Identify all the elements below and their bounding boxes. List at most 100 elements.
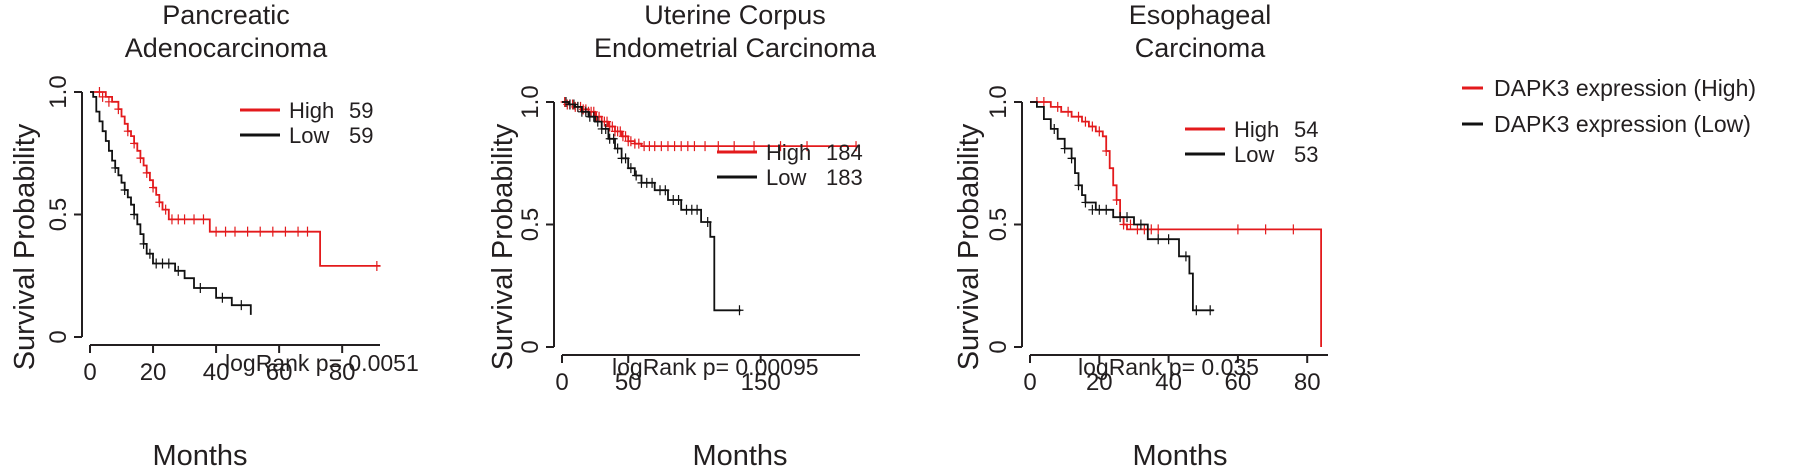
- censor-mark: [111, 162, 120, 173]
- censor-mark: [690, 141, 699, 152]
- censor-mark: [569, 99, 578, 110]
- censor-mark: [161, 204, 170, 215]
- censor-mark: [237, 300, 246, 311]
- survival-curve-high: [90, 91, 380, 267]
- censor-mark: [776, 141, 785, 152]
- censor-mark: [701, 141, 710, 152]
- censor-mark: [1206, 305, 1215, 316]
- censor-mark: [164, 258, 173, 269]
- censor-mark: [703, 217, 712, 228]
- censor-mark: [613, 143, 622, 154]
- inset-label-high: High: [766, 140, 811, 165]
- axes: 0 0.5 1.0 0 50 150: [517, 85, 860, 396]
- censor-mark: [120, 185, 129, 195]
- censor-mark: [621, 153, 630, 164]
- censor-mark: [1116, 212, 1125, 223]
- censor-mark: [632, 170, 641, 181]
- x-tick-label: 0: [83, 359, 96, 386]
- panel-3: Esophageal Carcinoma Survival Probability…: [953, 0, 1328, 470]
- inset-count-low: 59: [349, 123, 373, 148]
- y-tick-label: 1.0: [45, 75, 72, 108]
- censor-mark: [1136, 219, 1145, 230]
- censor-mark: [1064, 106, 1073, 117]
- censor-mark: [190, 214, 199, 225]
- censor-mark: [199, 214, 208, 225]
- censor-mark: [1039, 97, 1048, 107]
- y-tick-label: 0: [517, 340, 544, 353]
- censor-mark: [221, 226, 230, 237]
- x-tick-label: 150: [741, 369, 781, 396]
- censor-mark: [626, 136, 635, 147]
- inset-label-high: High: [1234, 117, 1279, 142]
- censor-mark: [803, 141, 812, 152]
- inset-count-high: 184: [826, 140, 863, 165]
- censor-mark: [1081, 116, 1090, 127]
- censor-mark: [104, 96, 113, 107]
- survival-curve-low: [1030, 101, 1214, 312]
- panel-1: Pancreatic Adenocarcinoma Survival Probab…: [9, 0, 419, 470]
- censor-mark: [1074, 111, 1083, 122]
- chart-title: Esophageal Carcinoma: [1129, 0, 1272, 63]
- x-tick-label: 50: [615, 369, 642, 396]
- axes: 0 0.5 1.0 0 20 40 60 80: [45, 75, 380, 386]
- censor-mark: [730, 141, 739, 152]
- censor-mark: [661, 185, 670, 196]
- censor-mark: [1088, 121, 1097, 132]
- censor-mark: [1081, 197, 1090, 208]
- survival-curve-low: [562, 101, 741, 312]
- censor-mark: [735, 305, 744, 316]
- censor-mark: [573, 101, 582, 112]
- x-tick-label: 80: [329, 359, 356, 386]
- censor-mark: [98, 91, 107, 102]
- censor-mark: [561, 97, 570, 107]
- y-tick-label: 0: [45, 330, 72, 343]
- censor-mark: [1154, 234, 1163, 245]
- censor-mark: [609, 133, 618, 144]
- censor-mark: [174, 265, 183, 276]
- censor-mark: [136, 153, 145, 164]
- censor-mark: [674, 195, 683, 205]
- legend-high-label: DAPK3 expression (High): [1494, 75, 1756, 101]
- x-tick-label: 20: [1086, 369, 1113, 396]
- inset-label-high: High: [289, 98, 334, 123]
- inset-legend: High 54 Low 53: [1185, 117, 1318, 167]
- censor-mark: [634, 138, 643, 149]
- x-tick-label: 0: [1023, 369, 1036, 396]
- series-group: [1030, 97, 1322, 347]
- censor-mark: [1102, 146, 1111, 156]
- censor-mark: [196, 283, 205, 293]
- censor-mark: [648, 177, 657, 188]
- censor-mark: [123, 126, 132, 137]
- inset-label-low: Low: [766, 165, 806, 190]
- censor-mark: [256, 226, 265, 237]
- censor-mark: [714, 141, 723, 152]
- censor-mark: [593, 116, 602, 127]
- y-tick-label: 1.0: [517, 85, 544, 118]
- plot-area: 0 0.5 1.0 0 20 40 60 80 High 59 Low 59 logRank p= …: [45, 75, 419, 386]
- censor-mark: [1289, 224, 1298, 235]
- censor-mark: [1095, 126, 1104, 137]
- censor-mark: [303, 226, 312, 237]
- censor-mark: [601, 123, 610, 134]
- censor-mark: [589, 111, 598, 122]
- censor-mark: [231, 226, 239, 237]
- legend-low-label: DAPK3 expression (Low): [1494, 111, 1751, 137]
- censor-mark: [1154, 224, 1163, 235]
- censor-mark: [1050, 123, 1059, 134]
- censor-mark: [1261, 224, 1270, 235]
- plot-area: 0 0.5 1.0 0 50 150 High 184 Low 183 logRank p= 0…: [517, 85, 863, 396]
- censor-mark: [1074, 180, 1083, 191]
- series-group: [90, 87, 381, 315]
- censor-mark: [1067, 153, 1076, 164]
- censor-mark: [294, 226, 303, 237]
- censor-mark: [142, 167, 151, 178]
- censor-mark: [581, 106, 590, 117]
- censor-mark: [139, 238, 148, 249]
- censor-mark: [1102, 204, 1111, 215]
- censor-mark: [693, 204, 702, 215]
- shared-legend: DAPK3 expression (High) DAPK3 expression…: [1462, 75, 1756, 137]
- inset-count-low: 183: [826, 165, 863, 190]
- x-tick-label: 60: [1225, 369, 1252, 396]
- inset-legend: High 59 Low 59: [240, 98, 373, 148]
